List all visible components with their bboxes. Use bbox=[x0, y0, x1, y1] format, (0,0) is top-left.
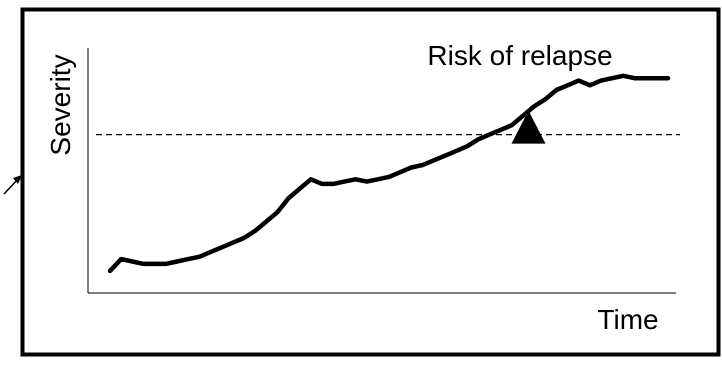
x-axis-label: Time bbox=[597, 304, 658, 335]
series-line bbox=[107, 73, 671, 274]
chart-border bbox=[20, 7, 721, 357]
pointer-arrow-head bbox=[13, 175, 22, 184]
chart-title: Risk of relapse bbox=[427, 40, 612, 71]
y-axis-label: Severity bbox=[45, 54, 76, 155]
relapse-marker-triangle bbox=[511, 110, 546, 144]
